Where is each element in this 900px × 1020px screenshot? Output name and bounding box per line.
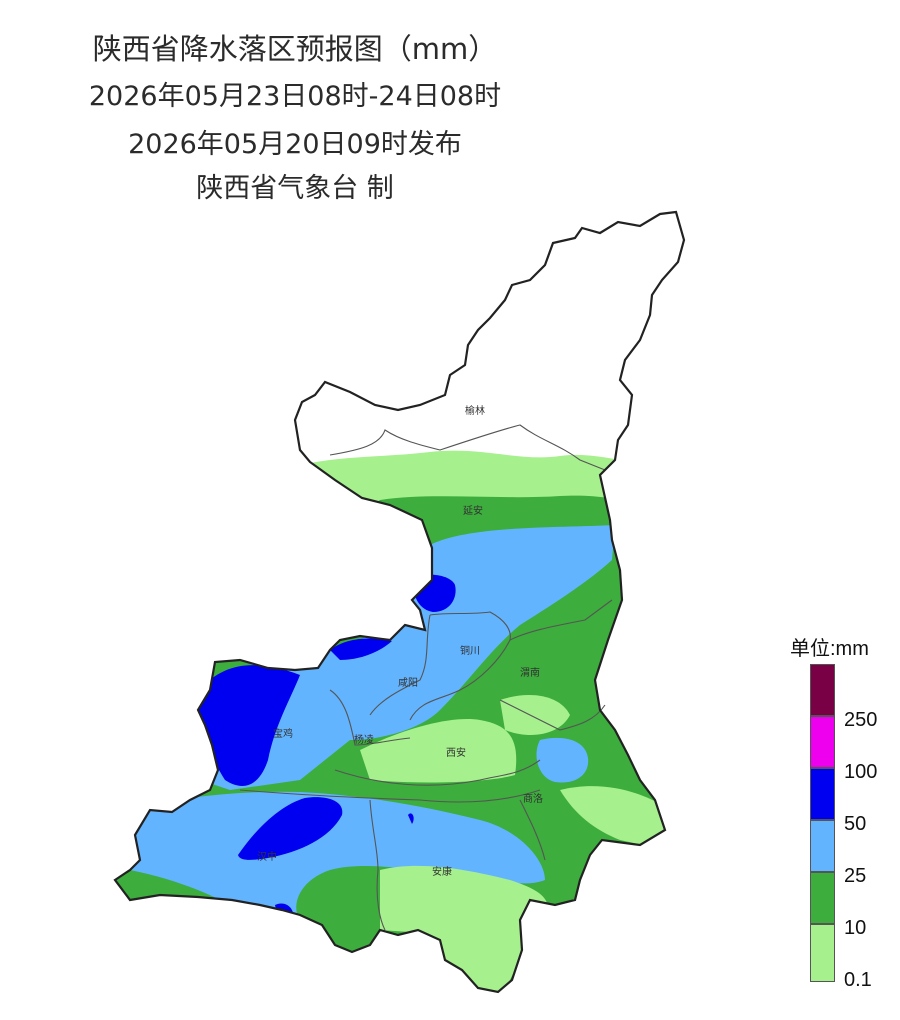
city-label-xian: 西安 bbox=[446, 746, 466, 759]
city-label-yanan: 延安 bbox=[463, 504, 483, 517]
city-label-tongchuan: 铜川 bbox=[460, 645, 480, 657]
legend-swatch-above-250 bbox=[810, 664, 835, 716]
city-boundaries bbox=[239, 424, 613, 931]
legend-label-0.1: 0.1 bbox=[844, 969, 872, 991]
city-label-weinan: 渭南 bbox=[520, 666, 540, 679]
city-label-yangling: 杨凌 bbox=[354, 733, 374, 746]
producer-label: 陕西省气象台 制 bbox=[196, 173, 394, 204]
city-label-xianyang: 咸阳 bbox=[398, 677, 418, 689]
legend-label-25: 25 bbox=[844, 865, 867, 887]
legend-label-250: 250 bbox=[844, 709, 878, 731]
legend-unit-title: 单位:mm bbox=[790, 638, 869, 660]
legend-swatch-10-25 bbox=[810, 872, 835, 924]
city-label-hanzhong: 汉中 bbox=[257, 850, 277, 863]
city-label-yulin: 榆林 bbox=[465, 404, 485, 417]
legend-swatch-100-250 bbox=[810, 716, 835, 768]
legend-label-100: 100 bbox=[844, 761, 878, 783]
legend-swatch-50-100 bbox=[810, 768, 835, 820]
legend-swatch-0.1-10 bbox=[810, 924, 835, 982]
city-label-shangluo: 商洛 bbox=[523, 792, 543, 805]
city-label-baoji: 宝鸡 bbox=[273, 727, 293, 740]
legend-swatch-25-50 bbox=[810, 820, 835, 872]
map-title: 陕西省降水落区预报图（mm） bbox=[92, 32, 498, 66]
legend-label-10: 10 bbox=[844, 917, 867, 939]
issue-time: 2026年05月20日09时发布 bbox=[128, 129, 462, 160]
city-label-ankang: 安康 bbox=[432, 865, 452, 878]
forecast-period: 2026年05月23日08时-24日08时 bbox=[88, 81, 502, 112]
legend-label-50: 50 bbox=[844, 813, 867, 835]
